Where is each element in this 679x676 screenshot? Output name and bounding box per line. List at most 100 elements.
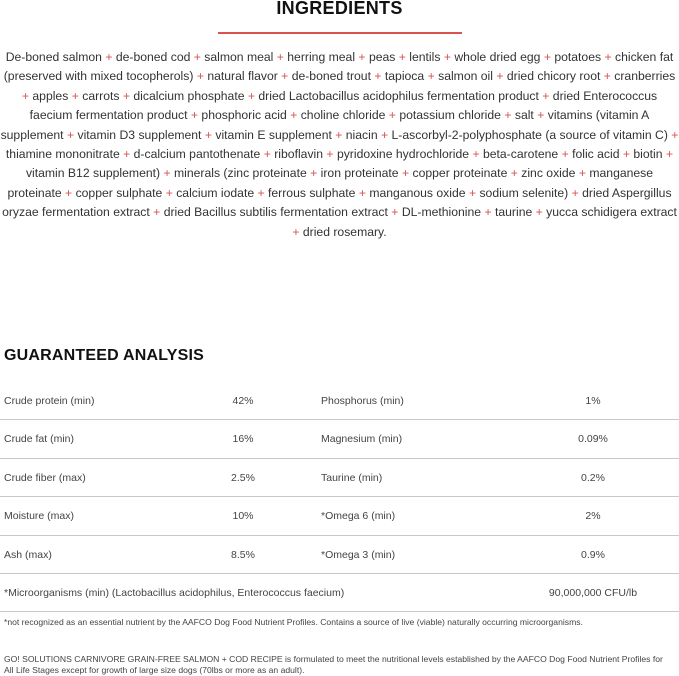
analysis-row: Ash (max) 8.5% *Omega 3 (min) 0.9% xyxy=(0,536,679,574)
separator-plus: + xyxy=(571,185,579,200)
separator-plus: + xyxy=(276,50,284,64)
ingredient: biotin xyxy=(633,147,663,162)
ingredient: peas xyxy=(368,50,396,64)
aafco-statement: GO! SOLUTIONS CARNIVORE GRAIN-FREE SALMO… xyxy=(4,654,663,675)
ingredient: dried rosemary. xyxy=(302,224,387,239)
separator-plus: + xyxy=(193,50,201,64)
ingredient: yucca schidigera extract xyxy=(546,205,677,220)
separator-plus: + xyxy=(537,108,545,123)
separator-plus: + xyxy=(190,108,199,123)
nutrient-value: 2% xyxy=(585,510,601,523)
ingredient: folic acid xyxy=(572,147,620,162)
separator-plus: + xyxy=(604,50,612,64)
ingredient: dried Aspergillus oryzae fermentation ex… xyxy=(2,185,672,220)
ingredient: natural flavor xyxy=(207,69,278,84)
nutrient-value: 0.9% xyxy=(581,548,605,561)
ingredient: copper proteinate xyxy=(412,166,508,181)
separator-plus: + xyxy=(374,69,382,84)
ingredient: minerals (zinc proteinate xyxy=(173,166,307,181)
nutrient-label: Crude protein (min) xyxy=(4,395,95,407)
ingredient: potassium chloride xyxy=(399,108,501,123)
separator-plus: + xyxy=(391,205,399,220)
nutrient-value: 42% xyxy=(232,395,254,407)
separator-plus: + xyxy=(622,147,631,162)
separator-plus: + xyxy=(165,185,173,200)
ingredient: iron proteinate xyxy=(320,166,399,181)
separator-plus: + xyxy=(281,69,289,84)
separator-plus: + xyxy=(105,50,113,64)
nutrient-label: Ash (max) xyxy=(4,548,52,561)
ingredient: dried Bacillus subtilis fermentation ext… xyxy=(163,205,388,220)
ingredient: thiamine mononitrate xyxy=(5,147,120,162)
ingredient: dried Lactobacillus acidophilus fermenta… xyxy=(258,88,539,103)
ingredient: tapioca xyxy=(384,69,425,84)
separator-plus: + xyxy=(472,147,480,162)
separator-plus: + xyxy=(257,185,265,200)
separator-plus: + xyxy=(358,50,366,64)
ingredient: salmon oil xyxy=(438,69,493,84)
ingredient: L-ascorbyl-2-polyphosphate (a source of … xyxy=(391,127,668,142)
separator-plus: + xyxy=(358,185,366,200)
separator-plus: + xyxy=(496,69,504,84)
nutrient-label: Crude fat (min) xyxy=(4,433,75,446)
ingredient: niacin xyxy=(345,127,378,142)
ingredient: carrots xyxy=(82,88,120,103)
separator-plus: + xyxy=(122,88,130,103)
separator-plus: + xyxy=(542,88,550,103)
separator-plus: + xyxy=(247,88,256,103)
ingredient: potatoes xyxy=(554,50,602,64)
separator-plus: + xyxy=(290,108,298,123)
separator-plus: + xyxy=(468,185,477,200)
ingredient: salmon meal xyxy=(204,50,274,64)
separator-plus: + xyxy=(510,166,518,181)
separator-plus: + xyxy=(335,127,343,142)
ingredient: lentils xyxy=(409,50,441,64)
separator-plus: + xyxy=(21,88,29,103)
separator-plus: + xyxy=(292,224,300,239)
separator-plus: + xyxy=(71,88,79,103)
separator-plus: + xyxy=(153,205,161,220)
separator-plus: + xyxy=(504,108,512,123)
ingredient: pyridoxine hydrochloride xyxy=(336,147,470,162)
ingredient: vitamin E supplement xyxy=(215,127,332,142)
separator-plus: + xyxy=(326,147,334,162)
separator-plus: + xyxy=(66,127,75,142)
analysis-row: Crude fiber (max) 2.5% Taurine (min) 0.2% xyxy=(0,459,679,498)
nutrient-label: Taurine (min) xyxy=(321,471,383,484)
ingredient: calcium iodate xyxy=(176,185,255,200)
separator-plus: + xyxy=(543,50,551,64)
ingredient: cranberries xyxy=(614,69,676,84)
ingredient: DL-methionine xyxy=(401,205,482,220)
nutrient-label: Magnesium (min) xyxy=(321,433,403,446)
ingredient: chicken fat (preserved with mixed tocoph… xyxy=(3,50,674,84)
separator-plus: + xyxy=(535,205,543,220)
separator-plus: + xyxy=(196,69,204,84)
nutrient-label: *Omega 6 (min) xyxy=(321,510,396,523)
ingredient: dicalcium phosphate xyxy=(133,88,245,103)
nutrient-label: *Microorganisms (min) (Lactobacillus aci… xyxy=(4,586,345,599)
separator-plus: + xyxy=(388,108,396,123)
nutrient-value: 16% xyxy=(232,433,254,446)
separator-plus: + xyxy=(427,69,435,84)
nutrient-value: 1% xyxy=(585,395,601,407)
nutrient-label: Phosphorus (min) xyxy=(321,395,404,407)
ingredient: dried chicory root xyxy=(506,69,601,84)
ingredient: choline chloride xyxy=(300,108,386,123)
separator-plus: + xyxy=(123,147,131,162)
nutrient-value: 10% xyxy=(232,510,254,523)
analysis-row: Crude fat (min) 16% Magnesium (min) 0.09% xyxy=(0,420,679,459)
guaranteed-analysis-title: GUARANTEED ANALYSIS xyxy=(4,347,204,364)
analysis-row: Moisture (max) 10% *Omega 6 (min) 2% xyxy=(0,497,679,536)
nutrient-value: 0.2% xyxy=(581,471,605,484)
ingredient: manganous oxide xyxy=(369,185,466,200)
nutrient-label: *Omega 3 (min) xyxy=(321,548,396,561)
nutrient-label: Crude fiber (max) xyxy=(4,471,86,484)
separator-plus: + xyxy=(561,147,569,162)
separator-plus: + xyxy=(665,147,674,162)
ingredient: copper sulphate xyxy=(75,185,163,200)
nutrient-value: 90,000,000 CFU/lb xyxy=(548,586,638,599)
separator-plus: + xyxy=(398,50,406,64)
footnote: *not recognized as an essential nutrient… xyxy=(4,617,583,627)
ingredient: vitamin B12 supplement) xyxy=(25,166,161,181)
ingredient: sodium selenite) xyxy=(479,185,569,200)
